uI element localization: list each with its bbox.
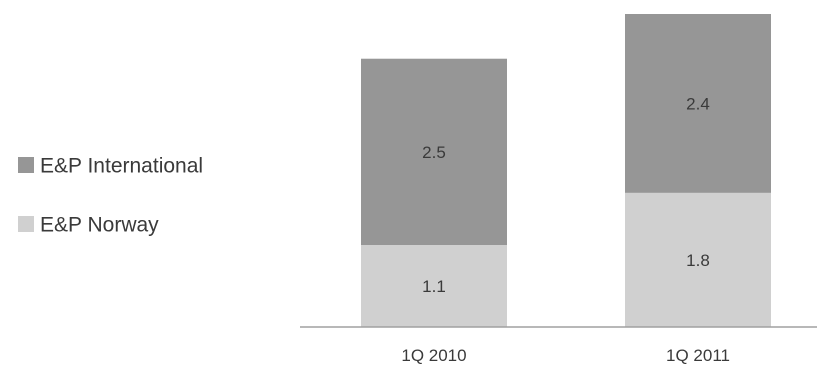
value-labels: 1.1 2.5 1.8 2.4 xyxy=(422,94,710,296)
bar-e-p-norway-1 xyxy=(625,192,771,327)
bar-e-p-norway-0 xyxy=(361,245,507,327)
legend-swatch xyxy=(18,216,34,232)
category-label: 1Q 2010 xyxy=(401,346,466,365)
category-label: 1Q 2011 xyxy=(666,346,730,365)
value-label: 2.4 xyxy=(686,94,710,113)
legend-label: E&P International xyxy=(40,155,203,178)
category-labels: 1Q 2010 1Q 2011 xyxy=(401,346,730,365)
legend: E&P International E&P Norway xyxy=(18,155,203,237)
value-label: 1.8 xyxy=(686,251,710,270)
bar-e-p-international-0 xyxy=(361,58,507,246)
bars xyxy=(361,14,771,327)
legend-swatch xyxy=(18,157,34,173)
value-label: 1.1 xyxy=(422,277,446,296)
legend-label: E&P Norway xyxy=(40,214,159,237)
bar-e-p-international-1 xyxy=(625,14,771,193)
value-label: 2.5 xyxy=(422,143,446,162)
